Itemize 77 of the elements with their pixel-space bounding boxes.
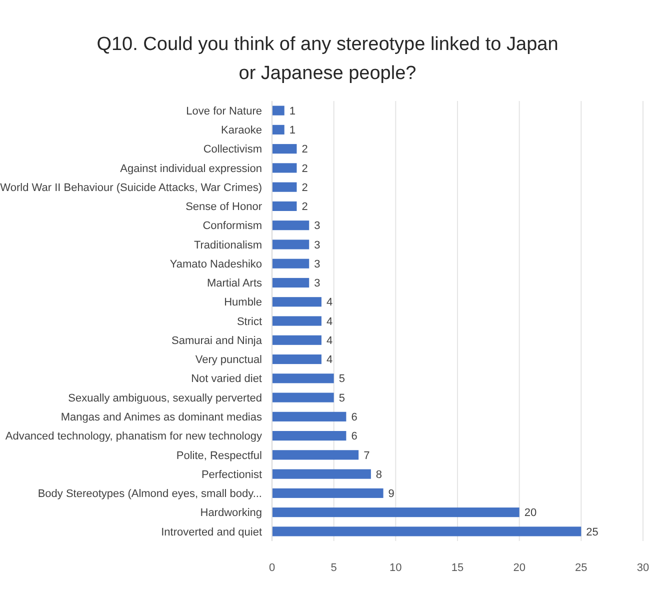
bar	[272, 469, 371, 479]
bar	[272, 258, 310, 268]
y-tick-label: Martial Arts	[206, 278, 262, 290]
y-tick-label: Sense of Honor	[186, 201, 262, 214]
bar	[272, 144, 297, 154]
data-label: 1	[289, 105, 296, 118]
bar	[272, 201, 297, 211]
data-label: 1	[289, 124, 296, 137]
bar	[272, 412, 346, 422]
data-label: 4	[326, 354, 333, 366]
bar	[272, 163, 297, 173]
bar	[272, 278, 310, 288]
data-label: 2	[302, 144, 308, 156]
y-tick-label: Sexually ambiguous, sexually perverted	[68, 392, 262, 404]
y-tick-label: World War II Behaviour (Suicide Attacks, War Crimes)	[0, 182, 262, 194]
y-tick-label: Not varied diet	[191, 373, 262, 386]
data-label: 3	[314, 239, 320, 252]
chart-title: Q10. Could you think of any stereotype linked to Japan or Japanese people?	[96, 34, 558, 84]
x-tick-label: 5	[330, 562, 337, 574]
y-tick-label: Collectivism	[203, 144, 262, 156]
bar	[272, 220, 310, 230]
bar	[272, 124, 284, 134]
data-label: 3	[314, 220, 320, 232]
x-tick-label: 25	[575, 562, 588, 574]
bar	[272, 450, 359, 460]
x-tick-label: 10	[390, 562, 402, 574]
y-tick-label: Samurai and Ninja	[172, 334, 263, 347]
y-tick-label: Mangas and Animes as dominant medias	[60, 412, 262, 424]
data-label: 4	[326, 316, 333, 328]
bar	[272, 335, 322, 345]
y-tick-label: Yamato Nadeshiko	[170, 258, 262, 270]
bar	[272, 392, 334, 402]
y-tick-label: Hardworking	[200, 507, 262, 520]
data-label: 25	[586, 526, 598, 538]
data-label: 2	[302, 182, 308, 194]
x-tick-label: 0	[268, 562, 276, 574]
bar	[272, 431, 346, 441]
bar	[272, 526, 582, 536]
data-label: 2	[302, 201, 308, 214]
data-label: 9	[388, 488, 394, 500]
bar	[272, 297, 322, 307]
y-tick-label: Humble	[224, 296, 262, 309]
data-label: 4	[326, 334, 333, 347]
y-tick-label: Against individual expression	[120, 162, 262, 175]
bar	[272, 374, 334, 384]
y-tick-label: Love for Nature	[186, 105, 262, 118]
bar	[272, 508, 520, 518]
y-tick-label: Traditionalism	[194, 239, 262, 252]
data-label: 20	[524, 507, 537, 520]
data-label: 2	[302, 162, 308, 175]
x-tick-label: 15	[451, 562, 464, 574]
data-label: 5	[338, 392, 345, 404]
bar	[272, 240, 310, 250]
x-tick-label: 20	[513, 562, 526, 574]
y-tick-label: Introverted and quiet	[161, 526, 262, 538]
y-tick-label: Very punctual	[195, 354, 262, 366]
data-label: 6	[351, 430, 358, 443]
y-tick-label: Polite, Respectful	[176, 450, 262, 462]
y-tick-label: Body Stereotypes (Almond eyes, small body...	[38, 488, 262, 500]
data-label: 8	[376, 468, 382, 481]
bar	[272, 316, 322, 326]
bar	[272, 182, 297, 192]
data-label: 7	[364, 450, 370, 462]
y-tick-label: Perfectionist	[201, 468, 262, 481]
data-label: 6	[351, 412, 358, 424]
data-label: 3	[314, 278, 320, 290]
bar	[272, 354, 322, 364]
y-tick-label: Conformism	[202, 220, 262, 232]
y-tick-label: Strict	[236, 316, 262, 328]
y-tick-label: Advanced technology, phanatism for new technology	[5, 430, 262, 443]
data-label: 4	[326, 296, 333, 309]
bar	[272, 106, 284, 116]
data-label: 5	[338, 373, 345, 386]
data-label: 3	[314, 258, 320, 270]
y-tick-label: Karaoke	[221, 124, 262, 137]
x-tick-label: 30	[636, 562, 650, 574]
bar	[272, 488, 384, 498]
